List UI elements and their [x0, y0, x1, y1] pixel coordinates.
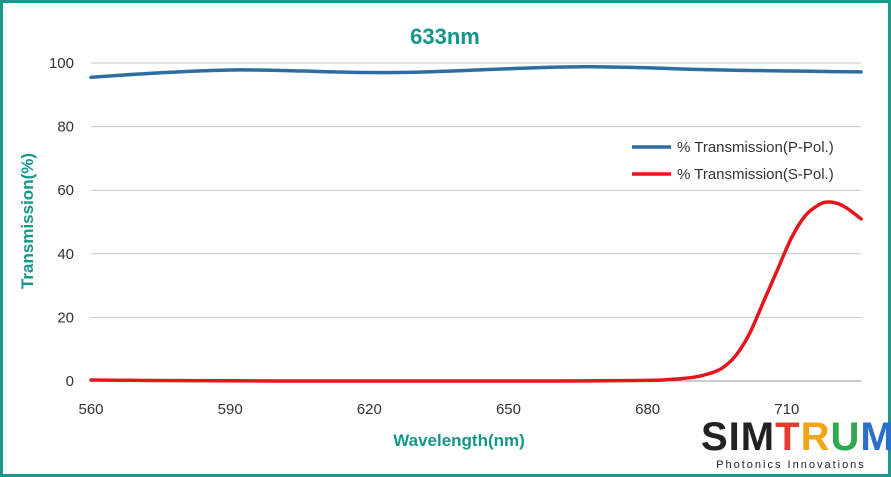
logo-tagline: Photonics Innovations: [716, 459, 866, 471]
y-tick-label: 40: [57, 246, 74, 263]
x-tick-label: 590: [218, 401, 243, 418]
y-tick-label: 80: [57, 119, 74, 136]
simtrum-logo: SIMTRUM Photonics Innovations: [701, 415, 891, 471]
x-tick-label: 620: [357, 401, 382, 418]
grid-lines: [91, 62, 861, 382]
y-axis-label: Transmission(%): [18, 153, 37, 289]
logo-wordmark: SIMTRUM: [701, 415, 891, 459]
x-tick-label: 680: [635, 401, 660, 418]
y-tick-label: 100: [49, 55, 74, 72]
x-tick-label: 710: [774, 401, 799, 418]
series-line-p-pol: [89, 64, 863, 80]
series-line-s-pol: [89, 200, 863, 383]
chart-title: 633nm: [410, 24, 480, 49]
legend-label: % Transmission(S-Pol.): [677, 166, 834, 183]
y-tick-label: 60: [57, 182, 74, 199]
y-tick-label: 20: [57, 309, 74, 326]
x-tick-label: 650: [496, 401, 521, 418]
x-tick-label: 560: [78, 401, 103, 418]
series-lines: [89, 64, 863, 383]
x-axis-label: Wavelength(nm): [393, 431, 525, 450]
x-tick-labels: 560 590 620 650 680 710: [78, 401, 799, 418]
legend: % Transmission(P-Pol.) % Transmission(S-P…: [632, 139, 834, 183]
legend-label: % Transmission(P-Pol.): [677, 139, 834, 156]
y-tick-labels: 0 20 40 60 80 100: [49, 55, 74, 390]
y-tick-label: 0: [66, 373, 74, 390]
